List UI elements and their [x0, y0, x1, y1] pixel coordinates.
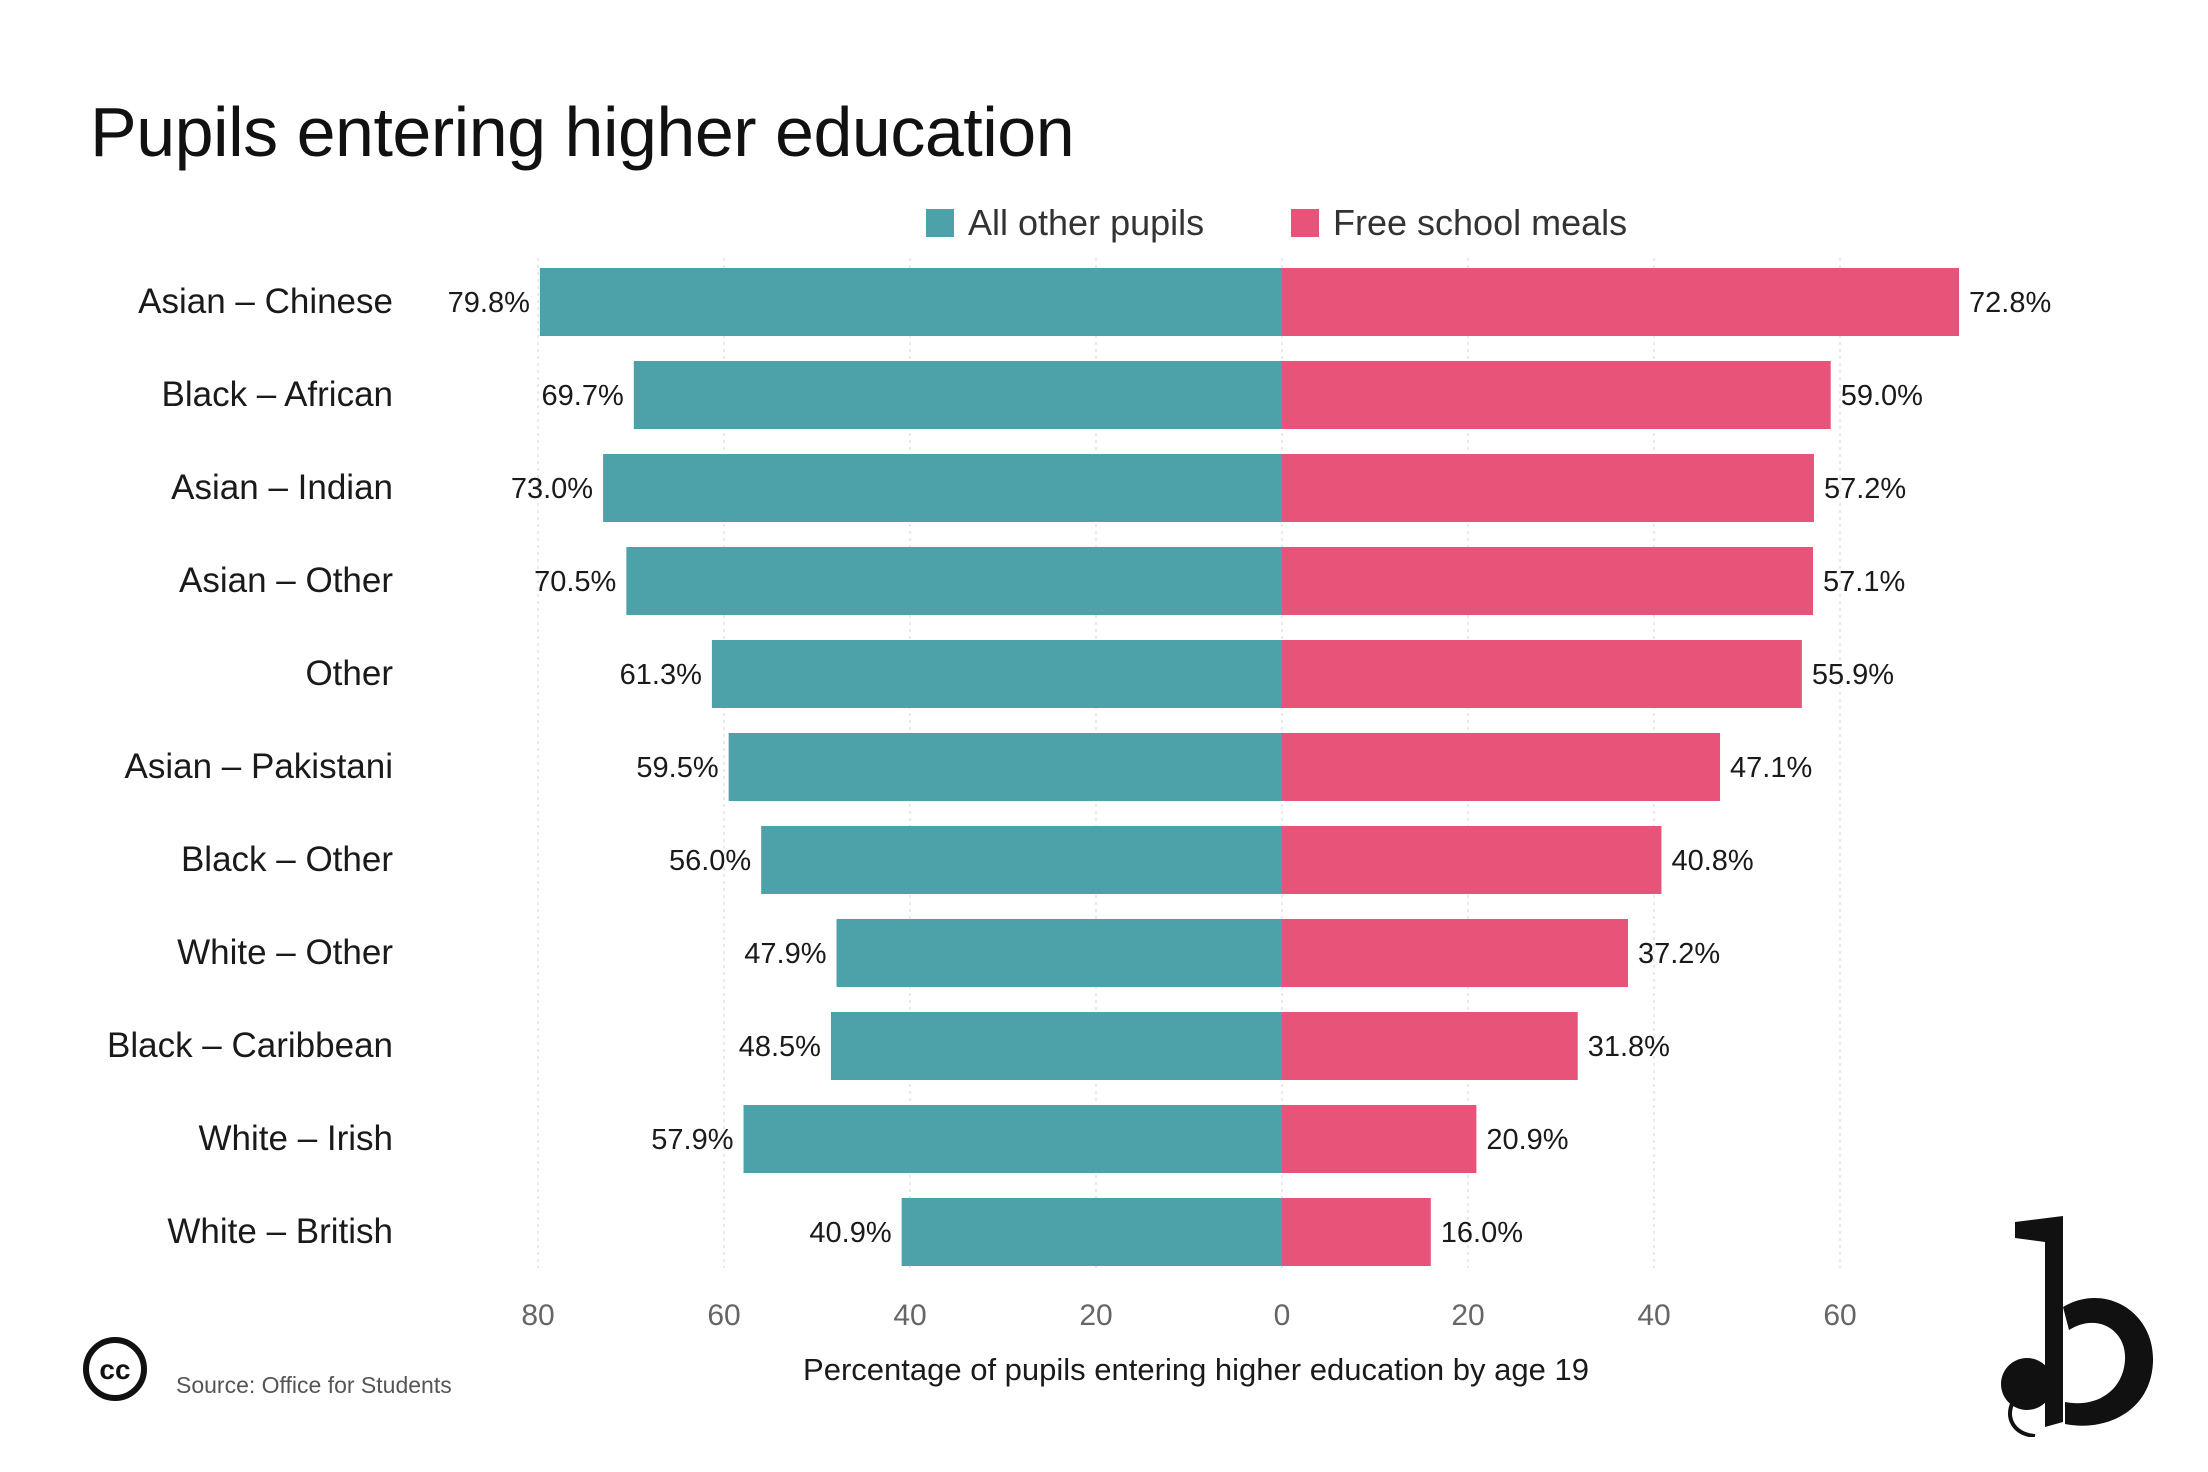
- x-tick-label: 80: [521, 1299, 554, 1332]
- category-label: Black – African: [162, 375, 394, 414]
- x-tick-label: 60: [707, 1299, 740, 1332]
- category-label: Asian – Other: [179, 561, 393, 600]
- bar-all-other-pupils: [603, 454, 1282, 522]
- bar-free-school-meals: [1282, 1198, 1431, 1266]
- bar-free-school-meals: [1282, 547, 1814, 615]
- category-label: Asian – Chinese: [138, 282, 393, 321]
- svg-text:cc: cc: [99, 1354, 130, 1385]
- data-label-free-school-meals: 20.9%: [1486, 1124, 1568, 1156]
- data-label-all-other-pupils: 69.7%: [542, 380, 624, 412]
- legend-item-fsm: Free school meals: [1291, 198, 1627, 248]
- bar-all-other-pupils: [711, 640, 1282, 708]
- data-label-all-other-pupils: 48.5%: [739, 1031, 821, 1063]
- category-label: Black – Caribbean: [107, 1026, 393, 1065]
- x-tick-label: 40: [1637, 1299, 1670, 1332]
- x-tick-label: 0: [1274, 1299, 1291, 1332]
- b-logo-icon: [2001, 1216, 2154, 1437]
- legend-swatch-fsm: [1291, 209, 1319, 237]
- data-label-all-other-pupils: 61.3%: [620, 659, 702, 691]
- legend: All other pupils Free school meals: [0, 198, 2208, 248]
- legend-label-fsm: Free school meals: [1333, 202, 1628, 243]
- data-label-free-school-meals: 59.0%: [1841, 380, 1923, 412]
- bar-free-school-meals: [1282, 733, 1721, 801]
- data-label-all-other-pupils: 40.9%: [809, 1217, 891, 1249]
- x-tick-label: 40: [893, 1299, 926, 1332]
- category-label: White – British: [167, 1212, 393, 1251]
- creative-commons-icon: cc: [83, 1337, 147, 1401]
- bar-free-school-meals: [1282, 640, 1802, 708]
- chart-title: Pupils entering higher education: [90, 93, 1075, 171]
- data-label-free-school-meals: 72.8%: [1969, 287, 2051, 319]
- bar-all-other-pupils: [901, 1198, 1282, 1266]
- x-tick-label: 20: [1451, 1299, 1484, 1332]
- legend-swatch-other: [926, 209, 954, 237]
- source-note: Source: Office for Students: [176, 1372, 452, 1398]
- bar-all-other-pupils: [761, 826, 1282, 894]
- data-label-free-school-meals: 37.2%: [1638, 938, 1720, 970]
- bar-all-other-pupils: [539, 268, 1282, 336]
- bar-free-school-meals: [1282, 1012, 1578, 1080]
- bar-free-school-meals: [1282, 454, 1814, 522]
- bar-all-other-pupils: [743, 1105, 1282, 1173]
- category-label: White – Other: [177, 933, 393, 972]
- bar-free-school-meals: [1282, 361, 1831, 429]
- data-label-free-school-meals: 57.2%: [1824, 473, 1906, 505]
- data-label-free-school-meals: 40.8%: [1671, 845, 1753, 877]
- data-label-all-other-pupils: 56.0%: [669, 845, 751, 877]
- bar-free-school-meals: [1282, 1105, 1477, 1173]
- data-label-free-school-meals: 55.9%: [1812, 659, 1894, 691]
- data-label-free-school-meals: 16.0%: [1441, 1217, 1523, 1249]
- data-label-all-other-pupils: 57.9%: [651, 1124, 733, 1156]
- category-label: Black – Other: [181, 840, 393, 879]
- data-label-all-other-pupils: 59.5%: [636, 752, 718, 784]
- bar-all-other-pupils: [626, 547, 1282, 615]
- bar-all-other-pupils: [728, 733, 1282, 801]
- bar-all-other-pupils: [836, 919, 1282, 987]
- x-tick-label: 60: [1823, 1299, 1856, 1332]
- bar-all-other-pupils: [633, 361, 1282, 429]
- data-label-free-school-meals: 47.1%: [1730, 752, 1812, 784]
- x-axis-label: Percentage of pupils entering higher edu…: [803, 1352, 1589, 1387]
- bar-free-school-meals: [1282, 919, 1628, 987]
- category-label: White – Irish: [199, 1119, 394, 1158]
- data-label-all-other-pupils: 47.9%: [744, 938, 826, 970]
- category-label: Other: [305, 654, 393, 693]
- data-label-free-school-meals: 57.1%: [1823, 566, 1905, 598]
- legend-label-other: All other pupils: [968, 202, 1205, 243]
- data-label-all-other-pupils: 79.8%: [448, 287, 530, 319]
- category-label: Asian – Pakistani: [125, 747, 393, 786]
- data-label-all-other-pupils: 70.5%: [534, 566, 616, 598]
- legend-item-other: All other pupils: [926, 198, 1204, 248]
- data-label-all-other-pupils: 73.0%: [511, 473, 593, 505]
- x-tick-label: 20: [1079, 1299, 1112, 1332]
- bar-all-other-pupils: [830, 1012, 1282, 1080]
- data-label-free-school-meals: 31.8%: [1588, 1031, 1670, 1063]
- bar-free-school-meals: [1282, 826, 1662, 894]
- bar-free-school-meals: [1282, 268, 1960, 336]
- category-label: Asian – Indian: [171, 468, 393, 507]
